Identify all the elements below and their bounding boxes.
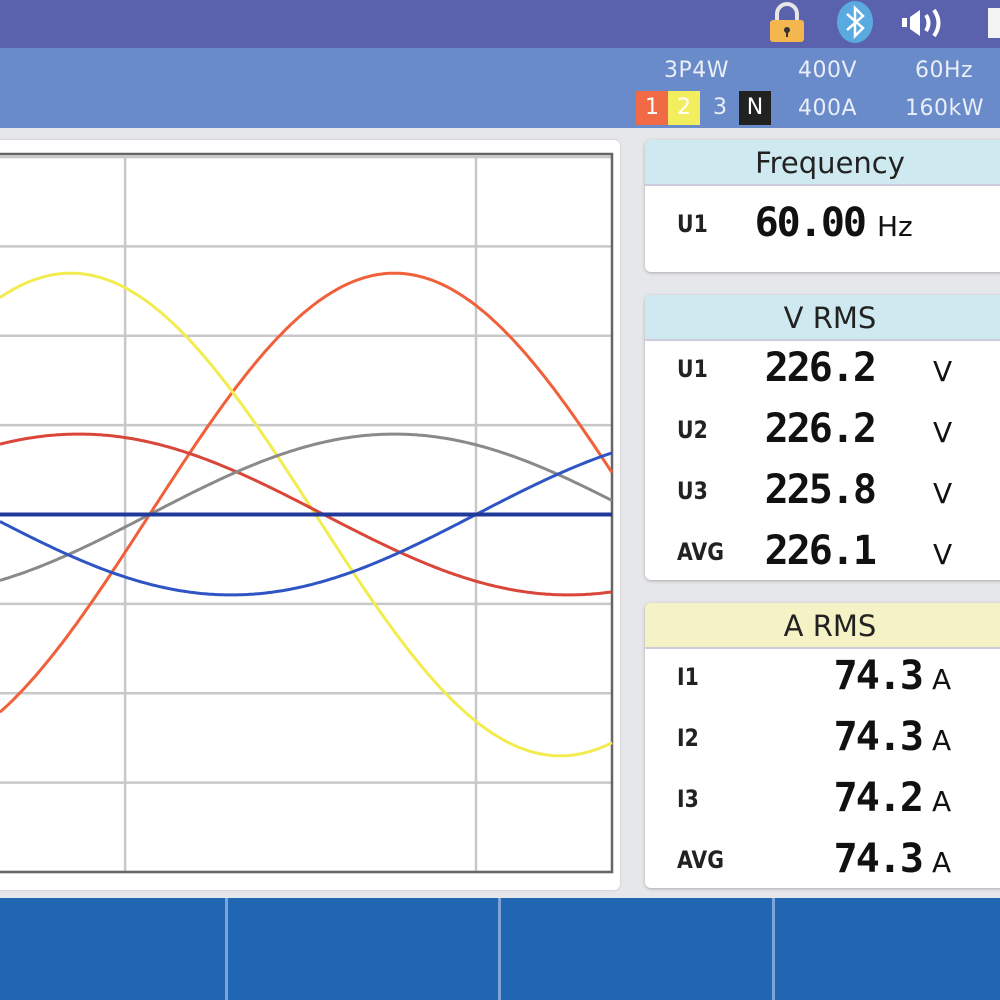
row-label: AVG — [677, 538, 724, 566]
measurement-row: U1 226.2 V — [645, 341, 1000, 402]
row-label: U2 — [677, 416, 708, 444]
phase-1-badge: 1 — [636, 91, 668, 125]
settings-bar: 3P4W 400V 60Hz 1 2 3 N 400A 160kW — [0, 48, 1000, 128]
frequency-card: Frequency U1 60.00 Hz — [645, 140, 1000, 272]
status-bar — [0, 0, 1000, 48]
bluetooth-icon[interactable] — [836, 0, 874, 44]
row-label: I1 — [677, 663, 699, 691]
measurement-row: U2 226.2 V — [645, 402, 1000, 463]
row-label: AVG — [677, 846, 724, 874]
row-value: 74.2 — [833, 775, 924, 821]
row-value: 226.1 — [764, 528, 877, 574]
waveform-series-5 — [0, 451, 613, 597]
measurement-row: I3 74.2 A — [645, 771, 1000, 832]
battery-icon — [988, 8, 1000, 38]
voltage-range: 400V — [798, 58, 858, 83]
frequency-setting: 60Hz — [915, 58, 974, 83]
row-unit: V — [933, 477, 953, 510]
waveform-chart — [0, 152, 614, 874]
measurement-row: I2 74.3 A — [645, 710, 1000, 771]
row-value: 60.00 — [754, 200, 867, 246]
row-unit: V — [933, 355, 953, 388]
waveform-series-3 — [0, 432, 613, 597]
function-key-1[interactable] — [0, 898, 225, 1000]
arms-card-title: A RMS — [645, 603, 1000, 649]
row-value: 74.3 — [833, 714, 924, 760]
row-value: 74.3 — [833, 653, 924, 699]
row-unit: A — [932, 846, 952, 879]
row-unit: A — [932, 663, 952, 696]
phase-2-badge: 2 — [668, 91, 700, 125]
row-label: I2 — [677, 724, 699, 752]
waveform-series-1 — [0, 271, 614, 714]
row-unit: A — [932, 724, 952, 757]
power-range: 160kW — [905, 96, 984, 121]
row-unit: V — [933, 416, 953, 449]
phase-3-badge: 3 — [713, 95, 727, 120]
row-label: U1 — [677, 210, 708, 238]
measurement-row: AVG 226.1 V — [645, 524, 1000, 580]
waveform-series-2 — [0, 271, 613, 758]
frequency-row: U1 60.00 Hz — [645, 196, 1000, 257]
measurement-row: AVG 74.3 A — [645, 832, 1000, 888]
function-key-2[interactable] — [225, 898, 498, 1000]
wiring-mode: 3P4W — [664, 58, 730, 83]
row-value: 226.2 — [764, 345, 877, 391]
row-unit: Hz — [877, 210, 913, 243]
row-value: 226.2 — [764, 406, 877, 452]
function-key-bar — [0, 898, 1000, 1000]
frequency-card-title: Frequency — [645, 140, 1000, 186]
row-label: I3 — [677, 785, 699, 813]
row-label: U3 — [677, 477, 708, 505]
waveform-series-4 — [0, 432, 613, 582]
row-unit: A — [932, 785, 952, 818]
current-range: 400A — [798, 96, 858, 121]
function-key-4[interactable] — [772, 898, 1000, 1000]
function-key-3[interactable] — [498, 898, 772, 1000]
row-value: 225.8 — [764, 467, 877, 513]
measurement-row: I1 74.3 A — [645, 649, 1000, 710]
row-label: U1 — [677, 355, 708, 383]
lock-icon[interactable] — [765, 2, 809, 44]
row-value: 74.3 — [833, 836, 924, 882]
measurement-row: U3 225.8 V — [645, 463, 1000, 524]
phase-n-badge: N — [739, 91, 771, 125]
vrms-card-title: V RMS — [645, 295, 1000, 341]
vrms-card: V RMS U1 226.2 V U2 226.2 V U3 225.8 V AVG … — [645, 295, 1000, 580]
speaker-icon[interactable] — [900, 6, 958, 40]
arms-card: A RMS I1 74.3 A I2 74.3 A I3 74.2 A AVG 74.… — [645, 603, 1000, 888]
row-unit: V — [933, 538, 953, 571]
